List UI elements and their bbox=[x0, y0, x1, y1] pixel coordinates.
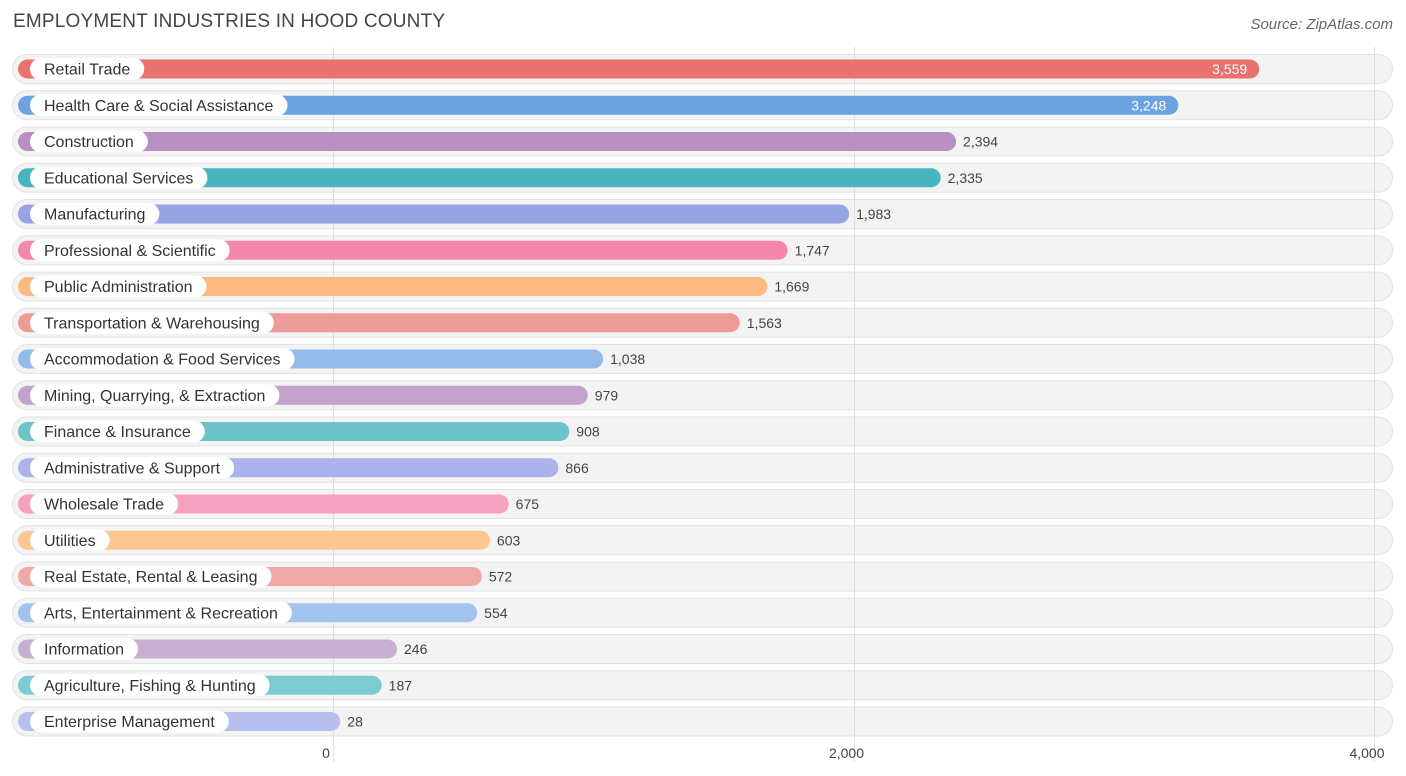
value-label: 246 bbox=[404, 641, 428, 657]
value-label: 3,559 bbox=[1212, 61, 1247, 77]
value-label: 603 bbox=[497, 532, 521, 548]
x-axis-ticks: 0 2,000 4,000 bbox=[322, 745, 1385, 761]
bar-row: Utilities 603 bbox=[18, 529, 521, 552]
bar-row: Mining, Quarrying, & Extraction 979 bbox=[18, 384, 619, 407]
bar-row: Finance & Insurance 908 bbox=[18, 420, 600, 443]
bar bbox=[18, 168, 941, 188]
bar-row: Retail Trade 3,559 bbox=[18, 58, 1260, 80]
category-label-pill bbox=[30, 58, 145, 80]
category-label: Real Estate, Rental & Leasing bbox=[44, 569, 257, 586]
category-label: Enterprise Management bbox=[44, 714, 215, 731]
category-label: Public Administration bbox=[44, 279, 193, 296]
row-background bbox=[12, 706, 1393, 737]
category-label-pill bbox=[30, 130, 148, 153]
value-label: 908 bbox=[576, 424, 600, 440]
category-label-pill bbox=[30, 529, 110, 552]
value-label: 554 bbox=[484, 605, 508, 621]
bar bbox=[18, 59, 1260, 79]
category-label: Health Care & Social Assistance bbox=[44, 98, 274, 115]
bar-row: Manufacturing 1,983 bbox=[18, 203, 891, 225]
category-label: Agriculture, Fishing & Hunting bbox=[44, 678, 256, 695]
bar-row: Transportation & Warehousing 1,563 bbox=[18, 311, 782, 334]
category-label: Accommodation & Food Services bbox=[44, 352, 281, 369]
bar-row: Information 246 bbox=[18, 638, 428, 660]
category-label: Transportation & Warehousing bbox=[44, 315, 260, 332]
source-credit: Source: ZipAtlas.com bbox=[1250, 16, 1393, 33]
bar-row: Wholesale Trade 675 bbox=[18, 493, 539, 515]
category-label-pill bbox=[30, 384, 280, 407]
value-label: 1,983 bbox=[856, 206, 891, 222]
category-label-pill bbox=[30, 493, 179, 515]
bar-row: Health Care & Social Assistance 3,248 bbox=[18, 94, 1179, 117]
category-label-pill bbox=[30, 311, 274, 334]
bar-row: Real Estate, Rental & Leasing 572 bbox=[18, 565, 513, 588]
category-label: Information bbox=[44, 642, 124, 659]
bar bbox=[18, 132, 957, 151]
value-label: 1,669 bbox=[774, 279, 809, 295]
bar-row: Accommodation & Food Services 1,038 bbox=[18, 348, 645, 370]
category-label-pill bbox=[30, 348, 295, 370]
category-label: Wholesale Trade bbox=[44, 497, 164, 514]
value-label: 1,747 bbox=[795, 242, 830, 258]
value-label: 979 bbox=[595, 387, 619, 403]
value-label: 2,335 bbox=[948, 170, 983, 186]
category-label: Retail Trade bbox=[44, 62, 130, 79]
bar-row: Professional & Scientific 1,747 bbox=[18, 239, 830, 262]
chart-title: EMPLOYMENT INDUSTRIES IN HOOD COUNTY bbox=[13, 11, 446, 32]
category-label-pill bbox=[30, 166, 208, 189]
category-label-pill bbox=[30, 275, 207, 298]
x-tick-label: 4,000 bbox=[1349, 745, 1384, 761]
category-label: Manufacturing bbox=[44, 207, 145, 224]
category-label: Educational Services bbox=[44, 170, 193, 187]
category-label-pill bbox=[30, 456, 235, 479]
bar-row: Public Administration 1,669 bbox=[18, 275, 810, 298]
category-label-pill bbox=[30, 94, 288, 117]
bar-row: Construction 2,394 bbox=[18, 130, 998, 153]
category-label-pill bbox=[30, 674, 270, 697]
value-label: 675 bbox=[516, 496, 540, 512]
bar-row: Administrative & Support 866 bbox=[18, 456, 589, 479]
value-label: 572 bbox=[489, 569, 513, 585]
value-label: 2,394 bbox=[963, 134, 998, 150]
category-label: Professional & Scientific bbox=[44, 243, 216, 260]
category-label-pill bbox=[30, 565, 272, 588]
category-label-pill bbox=[30, 638, 139, 660]
category-label-pill bbox=[30, 420, 205, 443]
value-label: 3,248 bbox=[1131, 97, 1166, 113]
category-label: Mining, Quarrying, & Extraction bbox=[44, 388, 265, 405]
value-label: 866 bbox=[565, 460, 589, 476]
bar bbox=[18, 95, 1179, 115]
bar bbox=[18, 530, 490, 550]
x-tick-label: 2,000 bbox=[829, 745, 864, 761]
category-label: Utilities bbox=[44, 533, 96, 550]
category-label: Administrative & Support bbox=[44, 460, 221, 477]
value-label: 1,038 bbox=[610, 351, 645, 367]
category-label-pill bbox=[30, 710, 229, 733]
value-label: 1,563 bbox=[747, 315, 782, 331]
bar-row: Enterprise Management 28 bbox=[18, 710, 363, 733]
bar-row: Educational Services 2,335 bbox=[18, 166, 983, 189]
category-label: Arts, Entertainment & Recreation bbox=[44, 605, 278, 622]
category-label-pill bbox=[30, 203, 160, 225]
bar-row: Agriculture, Fishing & Hunting 187 bbox=[18, 674, 413, 697]
bars: Retail Trade 3,559 Health Care & Social As… bbox=[18, 58, 1260, 733]
category-label-pill bbox=[30, 601, 292, 624]
value-label: 187 bbox=[389, 677, 413, 693]
bar-row: Arts, Entertainment & Recreation 554 bbox=[18, 601, 508, 624]
bar bbox=[18, 204, 850, 224]
category-label: Construction bbox=[44, 134, 134, 151]
value-label: 28 bbox=[347, 714, 363, 730]
x-tick-label: 0 bbox=[322, 745, 330, 761]
category-label-pill bbox=[30, 239, 230, 262]
category-label: Finance & Insurance bbox=[44, 424, 191, 441]
